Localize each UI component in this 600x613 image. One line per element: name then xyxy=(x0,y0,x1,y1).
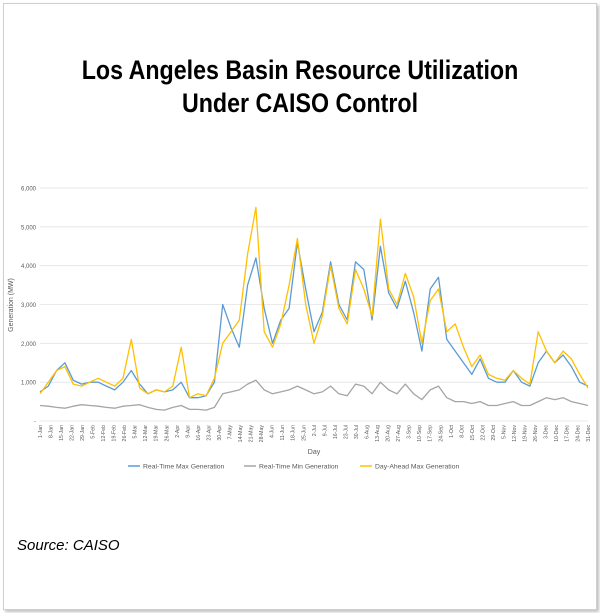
x-tick-label: 6-Aug xyxy=(364,425,370,439)
x-tick-label: 24-Sep xyxy=(438,425,444,442)
x-tick-label: 15-Jan xyxy=(59,425,65,441)
x-tick-label: 5-Mar xyxy=(133,425,139,439)
x-tick-label: 3-Sep xyxy=(407,425,413,439)
x-tick-label: 12-Feb xyxy=(101,425,107,442)
x-tick-label: 29-Jan xyxy=(80,425,86,441)
x-tick-label: 11-Jun xyxy=(280,425,286,441)
x-tick-label: 5-Nov xyxy=(501,425,507,439)
x-tick-label: 16-Apr xyxy=(196,425,202,441)
x-tick-label: 30-Jul xyxy=(354,425,360,439)
x-tick-label: 15-Oct xyxy=(470,424,476,440)
y-tick-label: 2,000 xyxy=(21,342,37,348)
title-line-1: Los Angeles Basin Resource Utilization xyxy=(81,55,519,85)
x-tick-label: 19-Mar xyxy=(154,425,160,442)
x-tick-label: 26-Feb xyxy=(122,425,128,442)
x-tick-label: 9-Apr xyxy=(185,425,191,438)
x-tick-label: 8-Oct xyxy=(459,424,465,437)
x-tick-label: 4-Jun xyxy=(270,425,276,438)
x-tick-label: 22-Oct xyxy=(480,424,486,440)
x-tick-label: 21-May xyxy=(249,425,255,443)
x-tick-label: 26-Mar xyxy=(164,425,170,442)
x-tick-label: 19-Nov xyxy=(523,425,529,442)
x-tick-label: 3-Dec xyxy=(544,425,550,439)
x-tick-label: 29-Oct xyxy=(491,424,497,440)
x-tick-label: 8-Jan xyxy=(48,425,54,438)
y-tick-label: 3,000 xyxy=(21,303,37,309)
x-tick-label: 19-Feb xyxy=(112,425,118,442)
x-tick-label: 20-Aug xyxy=(386,425,392,442)
y-tick-label: 4,000 xyxy=(21,264,37,270)
legend-label: Day-Ahead Max Generation xyxy=(375,464,459,471)
series-line-realtime-min xyxy=(39,379,589,411)
title-line-2: Under CAISO Control xyxy=(181,88,419,118)
y-tick-label: 1,000 xyxy=(21,381,37,387)
y-axis-ticks: - 1,000 2,000 3,000 4,000 5,000 6,000 xyxy=(21,187,37,426)
x-tick-label: 25-Jun xyxy=(301,425,307,441)
x-tick-label: 27-Aug xyxy=(396,425,402,442)
x-tick-label: 1-Jan xyxy=(38,425,44,438)
x-tick-label: 17-Sep xyxy=(428,425,434,442)
x-tick-label: 7-May xyxy=(227,425,233,440)
x-tick-label: 1-Oct xyxy=(449,424,455,437)
y-axis-label: Generation (MW) xyxy=(8,278,15,332)
y-tick-label: 6,000 xyxy=(21,187,37,193)
y-tick-label: - xyxy=(34,420,36,426)
x-tick-label: 30-Apr xyxy=(217,425,223,441)
x-tick-label: 17-Dec xyxy=(565,425,571,442)
x-axis-label: Day xyxy=(308,449,321,456)
x-tick-label: 10-Sep xyxy=(417,425,423,442)
x-tick-label: 22-Jan xyxy=(69,425,75,441)
series-lines xyxy=(39,206,589,411)
x-tick-label: 9-Jul xyxy=(322,425,328,436)
x-tick-label: 24-Dec xyxy=(575,425,581,442)
x-tick-label: 2-Apr xyxy=(175,425,181,438)
legend-label: Real-Time Max Generation xyxy=(143,464,225,471)
x-tick-label: 2-Jul xyxy=(312,425,318,436)
legend: Real-Time Max Generation Real-Time Min Ge… xyxy=(128,464,459,471)
gridlines xyxy=(40,187,588,422)
x-tick-label: 26-Nov xyxy=(533,425,539,442)
x-tick-label: 10-Dec xyxy=(554,425,560,442)
x-tick-label: 14-May xyxy=(238,425,244,443)
x-tick-label: 12-Mar xyxy=(143,425,149,442)
series-line-dayahead-max xyxy=(39,206,589,399)
x-tick-label: 18-Jun xyxy=(291,425,297,441)
page-title: Los Angeles Basin Resource Utilization U… xyxy=(42,54,558,120)
x-tick-label: 23-Apr xyxy=(206,425,212,441)
legend-label: Real-Time Min Generation xyxy=(259,464,339,471)
source-caption: Source: CAISO xyxy=(17,537,120,554)
x-tick-label: 12-Nov xyxy=(512,425,518,442)
x-tick-label: 5-Feb xyxy=(90,425,96,439)
x-tick-label: 31-Dec xyxy=(586,425,592,442)
figure-frame xyxy=(3,3,597,610)
y-tick-label: 5,000 xyxy=(21,225,37,231)
x-tick-label: 28-May xyxy=(259,425,265,443)
x-tick-label: 23-Jul xyxy=(343,425,349,439)
x-axis-ticks: 1-Jan 8-Jan 15-Jan 22-Jan 29-Jan 5-Feb 12-Feb 1… xyxy=(38,424,592,442)
series-line-realtime-max xyxy=(39,241,589,399)
x-tick-label: 16-Jul xyxy=(333,425,339,439)
x-tick-label: 13-Aug xyxy=(375,425,381,442)
